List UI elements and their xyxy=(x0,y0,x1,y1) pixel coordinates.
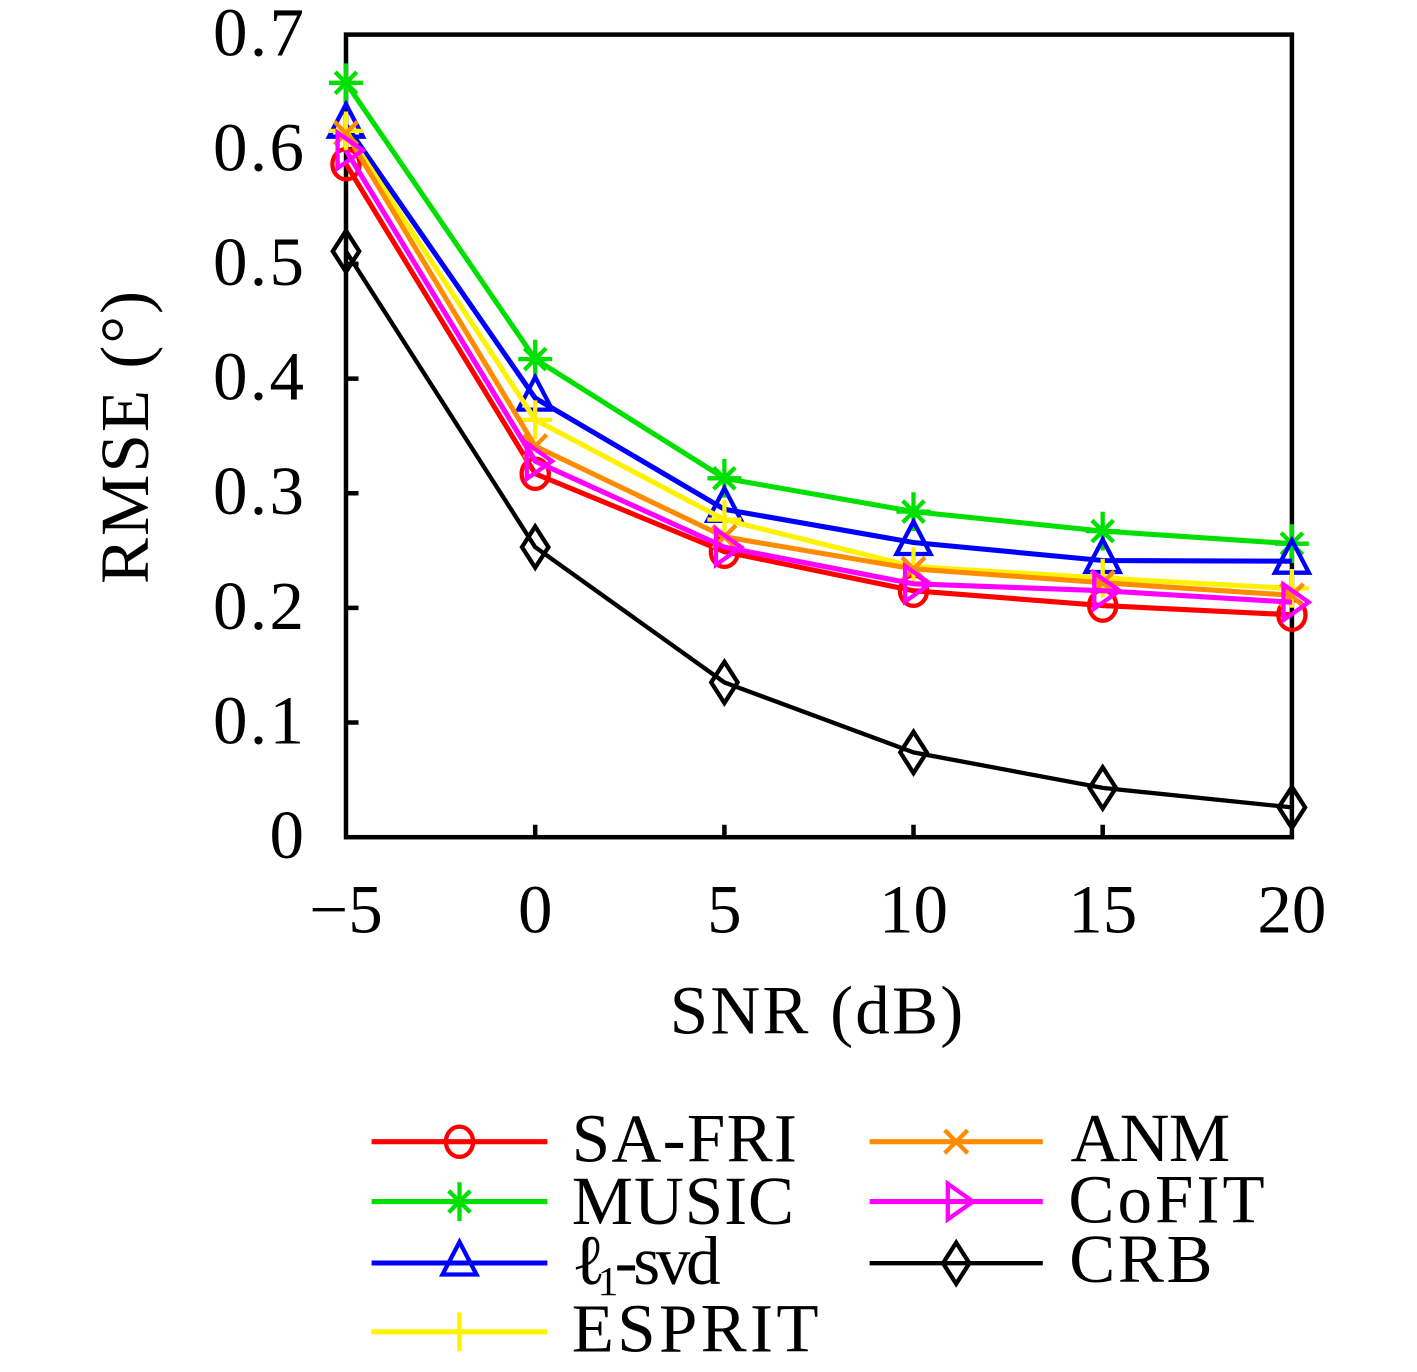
svg-text:0.3: 0.3 xyxy=(213,453,304,529)
svg-text:ANM: ANM xyxy=(1071,1100,1231,1176)
svg-text:CRB: CRB xyxy=(1069,1221,1212,1297)
svg-text:0.6: 0.6 xyxy=(213,109,304,185)
svg-text:5: 5 xyxy=(707,872,742,948)
svg-text:ℓ: ℓ xyxy=(572,1222,606,1300)
svg-text:0.1: 0.1 xyxy=(213,683,304,759)
svg-text:ESPRIT: ESPRIT xyxy=(572,1290,819,1366)
svg-text:0.4: 0.4 xyxy=(213,339,304,415)
svg-text:15: 15 xyxy=(1068,872,1137,948)
svg-text:SNR (dB): SNR (dB) xyxy=(670,973,963,1049)
svg-text:RMSE (°): RMSE (°) xyxy=(87,291,163,584)
svg-text:-svd: -svd xyxy=(615,1223,721,1299)
svg-text:20: 20 xyxy=(1257,872,1326,948)
svg-text:0.5: 0.5 xyxy=(213,224,304,300)
svg-text:1: 1 xyxy=(598,1258,619,1304)
svg-text:SA-FRI: SA-FRI xyxy=(572,1101,797,1177)
svg-text:MUSIC: MUSIC xyxy=(572,1163,794,1239)
svg-text:−5: −5 xyxy=(309,872,382,948)
svg-text:0: 0 xyxy=(270,797,305,873)
svg-text:0.7: 0.7 xyxy=(213,0,304,71)
svg-text:0.2: 0.2 xyxy=(213,568,304,644)
svg-text:CoFIT: CoFIT xyxy=(1068,1162,1264,1238)
svg-text:10: 10 xyxy=(879,872,948,948)
svg-text:0: 0 xyxy=(518,872,553,948)
